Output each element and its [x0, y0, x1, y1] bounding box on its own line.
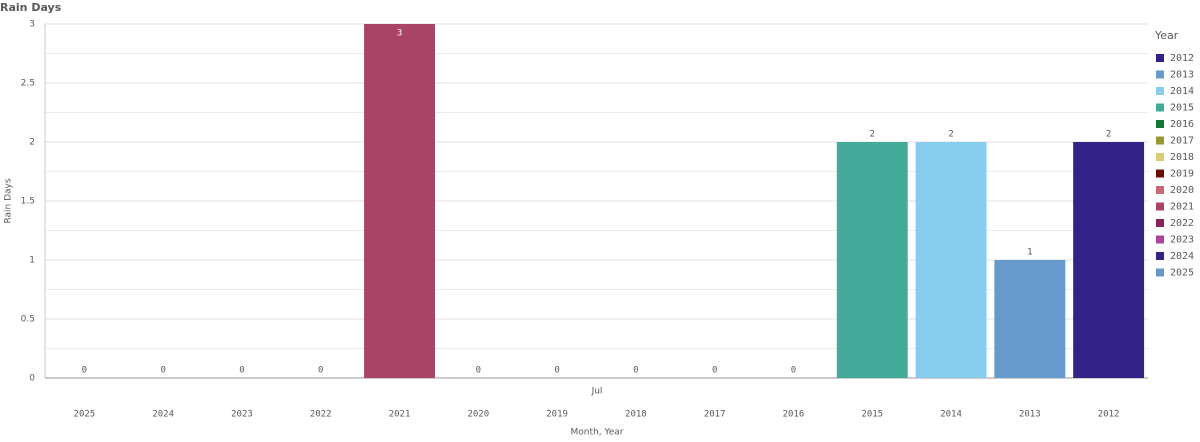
x-tick-label: 2022	[310, 410, 332, 420]
legend-label: 2020	[1170, 185, 1194, 196]
legend-swatch	[1156, 268, 1164, 277]
legend-swatch	[1156, 54, 1164, 62]
legend-swatch	[1156, 186, 1164, 194]
x-tick-label: 2019	[546, 410, 568, 420]
data-label: 0	[476, 366, 481, 376]
y-tick-label: 3	[29, 20, 35, 30]
x-tick-label: 2025	[74, 410, 96, 420]
legend-swatch	[1156, 169, 1164, 178]
legend-swatch	[1156, 202, 1164, 211]
x-tick-label: 2024	[152, 410, 174, 420]
legend-label: 2018	[1170, 152, 1194, 163]
x-tick-label: 2018	[625, 410, 647, 420]
legend-label: 2015	[1170, 103, 1194, 114]
legend-label: 2016	[1170, 119, 1194, 130]
legend-label: 2025	[1170, 268, 1194, 279]
x-tick-label: 2012	[1098, 410, 1120, 420]
data-label: 0	[712, 366, 717, 376]
y-tick-label: 0	[29, 374, 35, 384]
data-label: 2	[870, 130, 875, 140]
y-tick-label: 1.5	[21, 197, 35, 207]
legend-label: 2017	[1170, 136, 1194, 147]
data-label: 0	[160, 366, 165, 376]
bar[interactable]	[915, 142, 987, 378]
legend-label: 2024	[1170, 251, 1194, 262]
x-tick-label: 2020	[467, 410, 489, 420]
data-label: 0	[82, 366, 87, 376]
x-tick-label: 2013	[1019, 410, 1041, 420]
legend-swatch	[1156, 235, 1164, 244]
legend-label: 2014	[1170, 86, 1194, 97]
legend-label: 2019	[1170, 169, 1194, 180]
bar[interactable]	[364, 24, 435, 378]
legend-title: Year	[1154, 29, 1179, 42]
legend-swatch	[1156, 103, 1164, 112]
data-label: 0	[554, 366, 559, 376]
y-axis-label: Rain Days	[4, 178, 14, 223]
y-tick-label: 2	[29, 138, 35, 148]
legend-swatch	[1156, 120, 1164, 128]
bar[interactable]	[1073, 142, 1145, 378]
x-tick-label: 2014	[940, 410, 962, 420]
legend-swatch	[1156, 70, 1164, 79]
chart-title: Rain Days	[0, 1, 62, 14]
x-tick-label: 2023	[231, 410, 253, 420]
x-tick-label: 2015	[861, 410, 883, 420]
bar[interactable]	[994, 260, 1066, 378]
y-tick-label: 1	[29, 256, 35, 266]
legend-swatch	[1156, 252, 1164, 260]
data-label: 2	[948, 130, 953, 140]
legend-swatch	[1156, 87, 1164, 95]
data-label: 3	[397, 29, 402, 39]
data-label: 2	[1106, 130, 1111, 140]
data-label: 0	[791, 366, 796, 376]
legend-swatch	[1156, 219, 1164, 227]
legend-label: 2022	[1170, 218, 1194, 229]
legend-swatch	[1156, 153, 1164, 161]
data-label: 0	[633, 366, 638, 376]
bar[interactable]	[836, 142, 908, 378]
y-tick-label: 0.5	[21, 315, 35, 325]
data-label: 0	[239, 366, 244, 376]
legend-label: 2012	[1170, 53, 1194, 64]
legend-swatch	[1156, 136, 1164, 145]
group-label: Jul	[591, 387, 603, 397]
legend-label: 2021	[1170, 202, 1194, 213]
y-tick-label: 2.5	[21, 79, 35, 89]
legend-label: 2013	[1170, 70, 1194, 81]
x-tick-label: 2016	[783, 410, 805, 420]
x-tick-label: 2021	[389, 410, 411, 420]
x-tick-label: 2017	[704, 410, 726, 420]
legend-label: 2023	[1170, 235, 1194, 246]
x-axis-label: Month, Year	[571, 428, 624, 438]
data-label: 1	[1027, 248, 1032, 258]
data-label: 0	[318, 366, 323, 376]
